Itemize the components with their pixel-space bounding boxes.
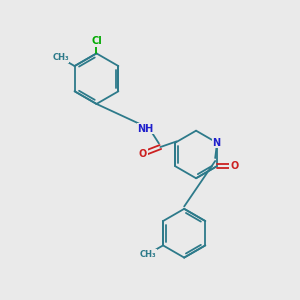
Text: Cl: Cl: [91, 36, 102, 46]
Text: CH₃: CH₃: [52, 53, 69, 62]
Text: N: N: [213, 138, 221, 148]
Text: O: O: [230, 161, 238, 171]
Text: CH₃: CH₃: [140, 250, 157, 259]
Text: O: O: [139, 148, 147, 159]
Text: NH: NH: [137, 124, 154, 134]
